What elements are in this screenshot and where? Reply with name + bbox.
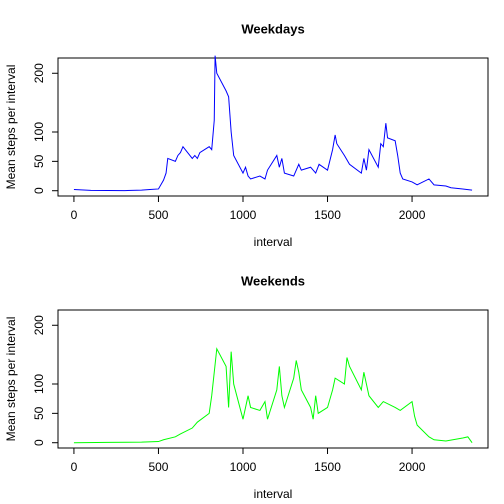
chart-title: Weekends [241, 273, 305, 288]
y-tick-label: 0 [32, 439, 46, 446]
y-tick-label: 0 [32, 187, 46, 194]
x-tick-label: 1000 [230, 460, 257, 474]
x-axis-label: interval [254, 487, 293, 501]
y-tick-label: 200 [32, 63, 46, 83]
x-axis-label: interval [254, 235, 293, 249]
x-tick-label: 500 [148, 460, 168, 474]
y-tick-label: 50 [32, 406, 46, 420]
y-tick-label: 50 [32, 154, 46, 168]
chart-title: Weekdays [241, 21, 304, 36]
x-tick-label: 0 [71, 208, 78, 222]
y-tick-label: 100 [32, 122, 46, 142]
y-tick-label: 100 [32, 374, 46, 394]
y-tick-label: 200 [32, 315, 46, 335]
y-axis-label: Mean steps per interval [4, 317, 18, 442]
plot-box [57, 309, 489, 449]
plot-box [57, 57, 489, 197]
x-tick-label: 500 [148, 208, 168, 222]
x-tick-label: 1000 [230, 208, 257, 222]
x-tick-label: 1500 [314, 208, 341, 222]
x-tick-label: 0 [71, 460, 78, 474]
data-line [73, 347, 473, 444]
data-line [73, 55, 473, 192]
x-tick-label: 2000 [399, 460, 426, 474]
y-axis-label: Mean steps per interval [4, 65, 18, 190]
x-tick-label: 1500 [314, 460, 341, 474]
x-tick-label: 2000 [399, 208, 426, 222]
